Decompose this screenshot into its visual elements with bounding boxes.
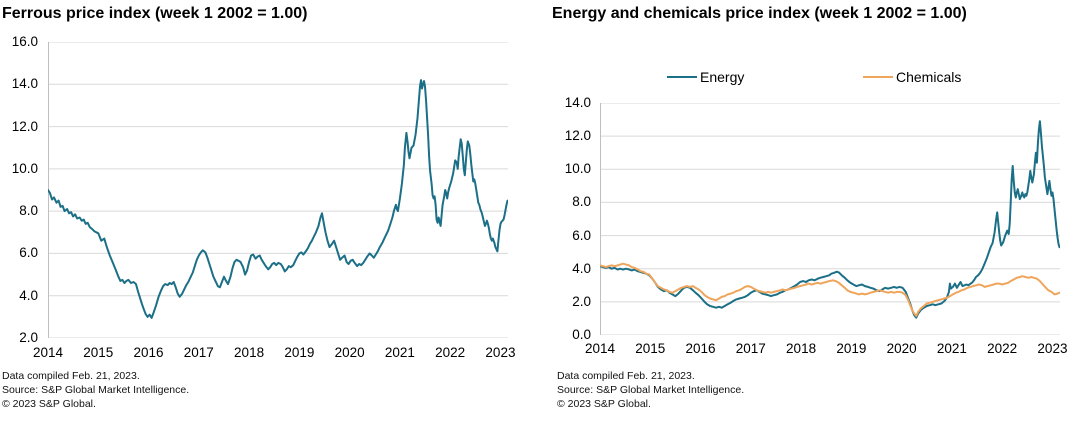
y-tick-label: 0.0	[572, 327, 591, 342]
legend-label: Chemicals	[896, 69, 962, 85]
energy-chemicals-chart: Energy and chemicals price index (week 1…	[545, 0, 1085, 424]
x-tick-label: 2019	[284, 345, 315, 360]
x-tick-label: 2020	[334, 345, 365, 360]
chart-title: Ferrous price index (week 1 2002 = 1.00)	[2, 5, 308, 22]
chart-footer: Data compiled Feb. 21, 2023. Source: S&P…	[557, 369, 744, 411]
x-tick-label: 2014	[32, 345, 64, 360]
y-tick-label: 6.0	[572, 227, 591, 243]
footer-compiled-line: Data compiled Feb. 21, 2023.	[557, 370, 695, 382]
footer-copyright-line: © 2023 S&P Global.	[557, 398, 651, 410]
y-tick-label: 12.0	[11, 118, 38, 134]
x-tick-label: 2018	[786, 341, 817, 356]
y-tick-label: 10.0	[564, 161, 591, 177]
legend-item-chemicals: Chemicals	[863, 68, 961, 86]
x-tick-label: 2015	[83, 345, 114, 360]
series-line-energy	[600, 120, 1060, 319]
chart-footer: Data compiled Feb. 21, 2023. Source: S&P…	[2, 369, 189, 411]
x-tick-label: 2020	[886, 341, 917, 356]
line-chart-svg	[600, 103, 1060, 335]
x-tick-label: 2016	[685, 341, 716, 356]
y-tick-label: 4.0	[19, 287, 38, 303]
ferrous-chart: Ferrous price index (week 1 2002 = 1.00)…	[2, 5, 516, 411]
y-tick-label: 16.0	[11, 34, 38, 49]
legend-label: Energy	[700, 69, 745, 85]
footer-source-line: Source: S&P Global Market Intelligence.	[2, 384, 190, 396]
x-tick-label: 2018	[234, 345, 265, 360]
x-tick-label: 2015	[635, 341, 666, 356]
y-tick-label: 10.0	[11, 160, 38, 176]
x-tick-label: 2023	[485, 345, 516, 360]
series-line-ferrous	[48, 79, 508, 319]
x-tick-label: 2019	[836, 341, 867, 356]
x-tick-label: 2016	[133, 345, 164, 360]
footer-compiled-line: Data compiled Feb. 21, 2023.	[2, 370, 140, 382]
y-tick-label: 14.0	[11, 76, 38, 92]
x-tick-label: 2014	[584, 341, 616, 356]
legend-item-energy: Energy	[667, 68, 744, 86]
x-tick-label: 2021	[936, 341, 967, 356]
y-tick-label: 8.0	[19, 203, 38, 219]
plot-area	[48, 42, 508, 338]
x-tick-label: 2022	[987, 341, 1018, 356]
chemicals-line-swatch	[863, 76, 893, 78]
energy-line-swatch	[667, 76, 697, 78]
x-tick-label: 2017	[183, 345, 214, 360]
line-chart-svg	[48, 42, 508, 338]
y-tick-label: 6.0	[19, 245, 38, 261]
y-tick-label: 2.0	[19, 330, 38, 345]
y-tick-label: 12.0	[564, 128, 591, 144]
x-tick-label: 2022	[435, 345, 466, 360]
plot-area	[600, 103, 1060, 335]
y-tick-label: 4.0	[572, 260, 591, 276]
footer-copyright-line: © 2023 S&P Global.	[2, 398, 96, 410]
x-tick-label: 2021	[384, 345, 415, 360]
x-tick-label: 2023	[1037, 341, 1068, 356]
chart-title: Energy and chemicals price index (week 1…	[552, 5, 967, 22]
footer-source-line: Source: S&P Global Market Intelligence.	[557, 384, 745, 396]
x-tick-label: 2017	[735, 341, 766, 356]
series-line-chemicals	[600, 262, 1060, 317]
y-tick-label: 14.0	[564, 95, 591, 110]
y-tick-label: 8.0	[572, 194, 591, 210]
y-tick-label: 2.0	[572, 293, 591, 309]
